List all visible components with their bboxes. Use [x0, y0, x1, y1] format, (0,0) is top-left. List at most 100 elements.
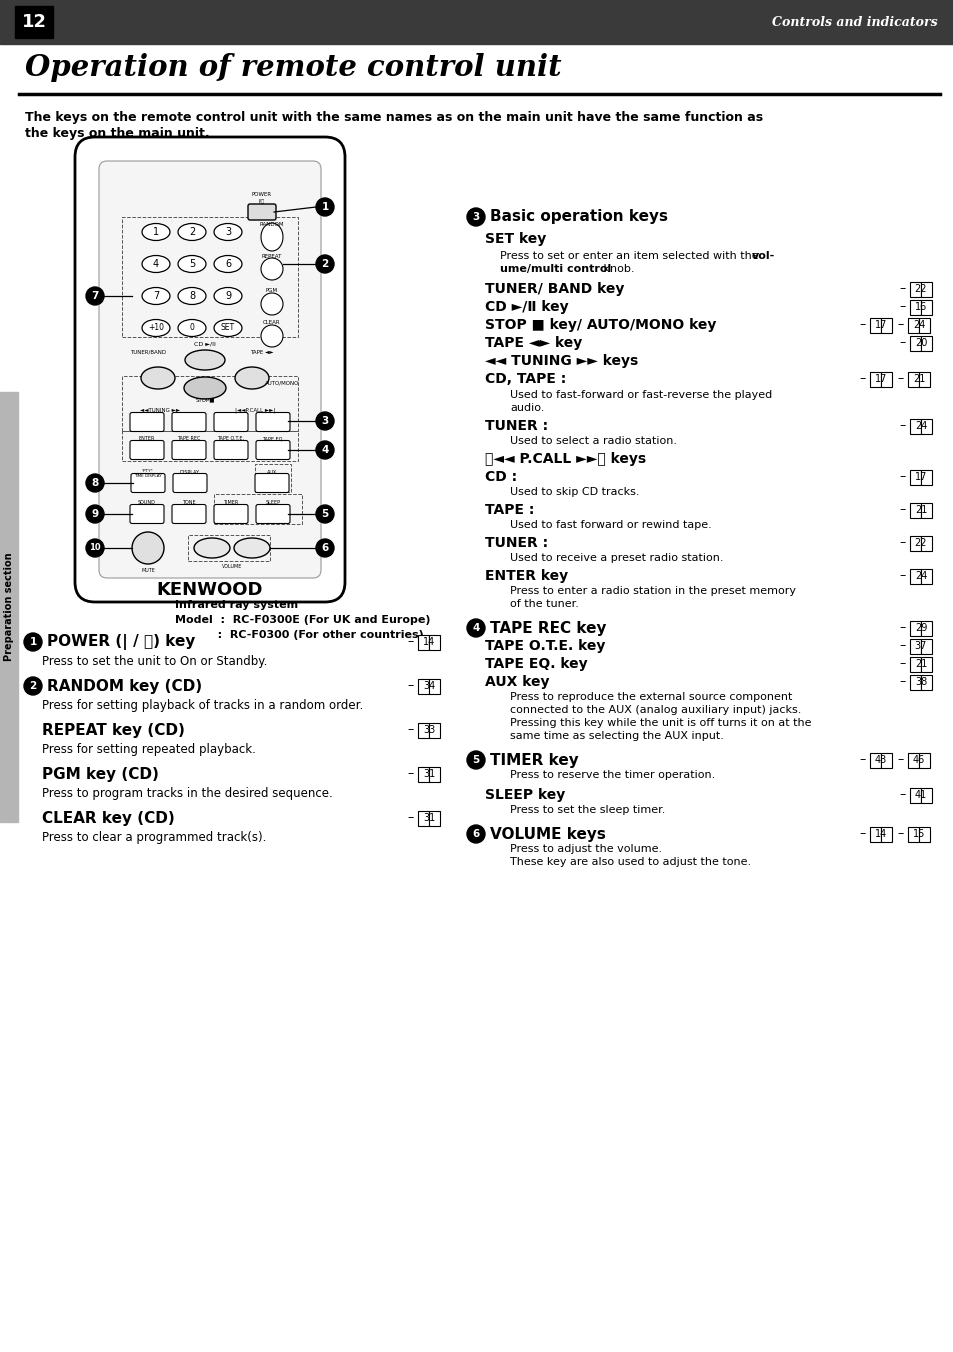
Text: SET: SET [221, 323, 234, 333]
Text: audio.: audio. [510, 403, 544, 412]
Text: 21: 21 [914, 658, 926, 669]
Bar [909, 469, 920, 484]
Text: Basic operation keys: Basic operation keys [490, 210, 667, 224]
Text: 2: 2 [30, 681, 36, 691]
Text: 33: 33 [422, 725, 435, 735]
Bar [918, 372, 929, 387]
Text: –: – [899, 419, 905, 433]
Text: TUNER :: TUNER : [484, 535, 548, 550]
Text: 6: 6 [472, 829, 479, 840]
Bar [909, 535, 920, 550]
Text: RANDOM key (CD): RANDOM key (CD) [47, 679, 202, 694]
Bar [417, 810, 429, 826]
Text: Press to clear a programmed track(s).: Press to clear a programmed track(s). [42, 831, 266, 845]
Text: Press to reserve the timer operation.: Press to reserve the timer operation. [510, 771, 715, 780]
Text: ENTER key: ENTER key [484, 569, 568, 583]
Text: KENWOOD: KENWOOD [156, 581, 263, 599]
Bar [909, 657, 920, 672]
Circle shape [315, 539, 334, 557]
Text: CD :: CD : [484, 470, 517, 484]
Text: –: – [897, 753, 903, 767]
Text: 3: 3 [225, 227, 231, 237]
Bar [920, 281, 931, 296]
Text: SOUND: SOUND [138, 500, 155, 506]
Text: ⏮◄◄ P.CALL ►►⏭ keys: ⏮◄◄ P.CALL ►►⏭ keys [484, 452, 645, 466]
Text: 1: 1 [152, 227, 159, 237]
Ellipse shape [178, 223, 206, 241]
Text: *PTY*: *PTY* [142, 469, 153, 473]
Text: 14: 14 [422, 637, 435, 648]
Text: SLEEP: SLEEP [265, 500, 280, 506]
Text: 15: 15 [912, 829, 924, 840]
Text: 12: 12 [22, 14, 47, 31]
Bar [918, 753, 929, 768]
FancyBboxPatch shape [255, 504, 290, 523]
Text: TUNER/ BAND key: TUNER/ BAND key [484, 283, 623, 296]
Circle shape [315, 256, 334, 273]
Bar [15, 5, 53, 38]
Text: 17: 17 [914, 472, 926, 483]
Circle shape [315, 441, 334, 458]
Text: TAPE ◄►: TAPE ◄► [250, 350, 274, 354]
Text: of the tuner.: of the tuner. [510, 599, 578, 608]
FancyBboxPatch shape [255, 441, 290, 460]
Bar [920, 335, 931, 350]
Text: PGM: PGM [266, 288, 277, 293]
Circle shape [467, 825, 484, 844]
Bar [918, 826, 929, 841]
FancyBboxPatch shape [213, 412, 248, 431]
FancyBboxPatch shape [213, 504, 248, 523]
Bar [880, 826, 891, 841]
Circle shape [24, 633, 42, 652]
Text: the keys on the main unit.: the keys on the main unit. [25, 127, 210, 141]
FancyBboxPatch shape [172, 412, 206, 431]
Text: 10: 10 [89, 544, 101, 553]
Text: Operation of remote control unit: Operation of remote control unit [25, 54, 561, 82]
Text: CD, TAPE :: CD, TAPE : [484, 372, 566, 387]
Text: 4: 4 [472, 623, 479, 633]
Bar [909, 419, 920, 434]
Circle shape [467, 750, 484, 769]
FancyBboxPatch shape [172, 441, 206, 460]
Text: AUX key: AUX key [484, 675, 549, 690]
Text: Preparation section: Preparation section [4, 553, 14, 661]
Text: ◄◄ TUNING ►► keys: ◄◄ TUNING ►► keys [484, 354, 638, 368]
Text: 22: 22 [914, 284, 926, 293]
Bar [920, 621, 931, 635]
Text: 6: 6 [225, 260, 231, 269]
Ellipse shape [142, 319, 170, 337]
Text: TIMER key: TIMER key [490, 753, 578, 768]
Circle shape [86, 287, 104, 306]
Circle shape [467, 208, 484, 226]
Text: 21: 21 [914, 506, 926, 515]
Bar [909, 503, 920, 518]
FancyBboxPatch shape [130, 504, 164, 523]
Text: ◄◄TUNING ►►: ◄◄TUNING ►► [140, 407, 180, 412]
Text: TIME DISPLAY: TIME DISPLAY [134, 475, 162, 479]
Bar [920, 675, 931, 690]
Bar [880, 318, 891, 333]
Circle shape [86, 506, 104, 523]
Text: 43: 43 [874, 754, 886, 765]
Text: –: – [899, 639, 905, 653]
Text: 17: 17 [874, 375, 886, 384]
Bar [429, 767, 439, 781]
Ellipse shape [234, 366, 269, 389]
Text: –: – [899, 788, 905, 802]
Ellipse shape [142, 288, 170, 304]
Text: –: – [407, 723, 414, 737]
Text: 29: 29 [914, 623, 926, 633]
Text: –: – [899, 569, 905, 583]
Text: 37: 37 [914, 641, 926, 652]
Text: AUTO/MONO: AUTO/MONO [265, 380, 299, 385]
Text: Used to skip CD tracks.: Used to skip CD tracks. [510, 487, 639, 498]
Text: RANDOM: RANDOM [259, 222, 284, 227]
Bar [429, 810, 439, 826]
Text: Press for setting playback of tracks in a random order.: Press for setting playback of tracks in … [42, 699, 363, 713]
Text: same time as selecting the AUX input.: same time as selecting the AUX input. [510, 731, 723, 741]
Text: –: – [407, 680, 414, 692]
Text: TAPE EQ. key: TAPE EQ. key [484, 657, 587, 671]
Text: –: – [897, 319, 903, 331]
Text: vol-: vol- [751, 251, 775, 261]
Text: 7: 7 [152, 291, 159, 301]
